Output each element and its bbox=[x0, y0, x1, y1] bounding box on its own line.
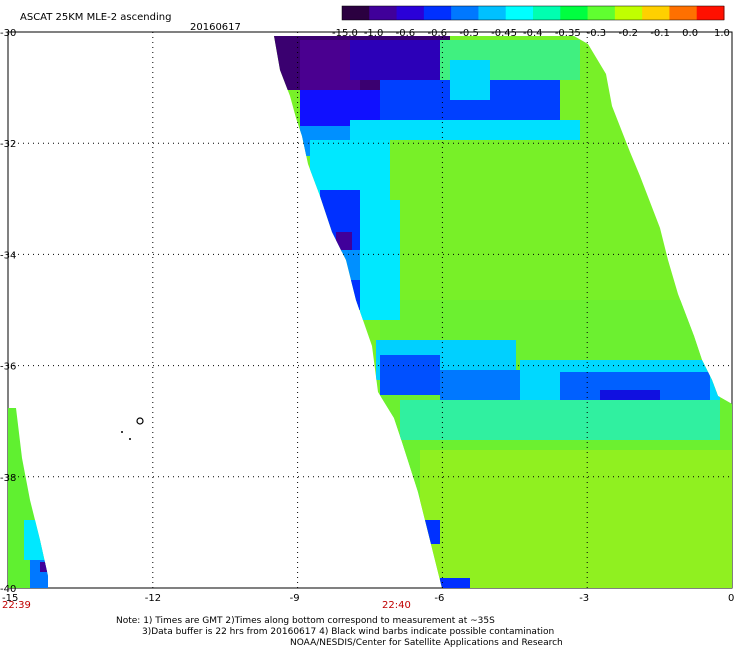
colorbar-label: -0.3 bbox=[587, 28, 607, 39]
colorbar-swatch bbox=[478, 6, 507, 20]
y-tick-label: -30 bbox=[0, 28, 16, 39]
colorbar-label: -15.0 bbox=[332, 28, 358, 39]
colorbar-label: -0.5 bbox=[459, 28, 479, 39]
x-tick-label: -12 bbox=[145, 593, 161, 604]
colorbar-label: -0.6 bbox=[396, 28, 416, 39]
colorbar-swatch bbox=[505, 6, 534, 20]
island-marker bbox=[136, 417, 144, 425]
colorbar-label: -1.0 bbox=[364, 28, 384, 39]
colorbar-label: -0.6 bbox=[428, 28, 448, 39]
x-tick-label: 0 bbox=[728, 593, 734, 604]
colorbar-swatch bbox=[342, 6, 370, 20]
colorbar-swatch bbox=[669, 6, 698, 20]
colorbar-swatch bbox=[396, 6, 425, 20]
colorbar-label: -0.4 bbox=[523, 28, 543, 39]
colorbar-swatch bbox=[614, 6, 643, 20]
time-label-start: 22:39 bbox=[2, 600, 31, 611]
y-tick-label: -36 bbox=[0, 362, 16, 373]
map-date: 20160617 bbox=[190, 22, 241, 33]
island-dot bbox=[121, 431, 123, 433]
x-tick-label: -9 bbox=[290, 593, 300, 604]
x-tick-label: -15 bbox=[2, 593, 18, 604]
island-dot bbox=[129, 438, 131, 440]
colorbar-border bbox=[341, 5, 725, 21]
colorbar-swatch bbox=[642, 6, 670, 20]
colorbar-label: -0.2 bbox=[619, 28, 639, 39]
colorbar-swatch bbox=[451, 6, 479, 20]
colorbar-swatch bbox=[533, 6, 561, 20]
colorbar-label: -0.45 bbox=[491, 28, 517, 39]
x-tick-label: -6 bbox=[434, 593, 444, 604]
y-tick-labels: -30 -32 -34 -36 -38 -40 bbox=[0, 28, 16, 595]
colorbar-swatch bbox=[369, 6, 398, 20]
colorbar-label: -0.1 bbox=[650, 28, 670, 39]
colorbar-label: 1.0 bbox=[714, 28, 730, 39]
footnote-line-1: Note: 1) Times are GMT 2)Times along bot… bbox=[116, 616, 495, 626]
map-title: ASCAT 25KM MLE-2 ascending bbox=[20, 12, 171, 23]
footnote-line-3: NOAA/NESDIS/Center for Satellite Applica… bbox=[290, 638, 563, 648]
colorbar-swatch bbox=[560, 6, 589, 20]
y-tick-label: -34 bbox=[0, 250, 16, 261]
footnote-line-2: 3)Data buffer is 22 hrs from 20160617 4)… bbox=[142, 627, 555, 637]
colorbar-swatch bbox=[696, 6, 725, 20]
y-tick-label: -40 bbox=[0, 584, 16, 595]
y-tick-label: -32 bbox=[0, 139, 16, 150]
time-label-mid: 22:40 bbox=[382, 600, 411, 611]
colorbar-label: 0.0 bbox=[682, 28, 698, 39]
x-tick-label: -3 bbox=[579, 593, 589, 604]
colorbar-labels: -15.0 -1.0 -0.6 -0.6 -0.5 -0.45 -0.4 -0.35 -0.3 -… bbox=[332, 28, 730, 39]
colorbar-swatch bbox=[423, 6, 452, 20]
colorbar bbox=[341, 5, 725, 21]
gridlines bbox=[8, 32, 732, 588]
x-tick-labels: -15 -12 -9 -6 -3 0 bbox=[2, 593, 734, 604]
colorbar-swatch bbox=[587, 6, 616, 20]
colorbar-label: -0.35 bbox=[555, 28, 581, 39]
y-tick-label: -38 bbox=[0, 473, 16, 484]
